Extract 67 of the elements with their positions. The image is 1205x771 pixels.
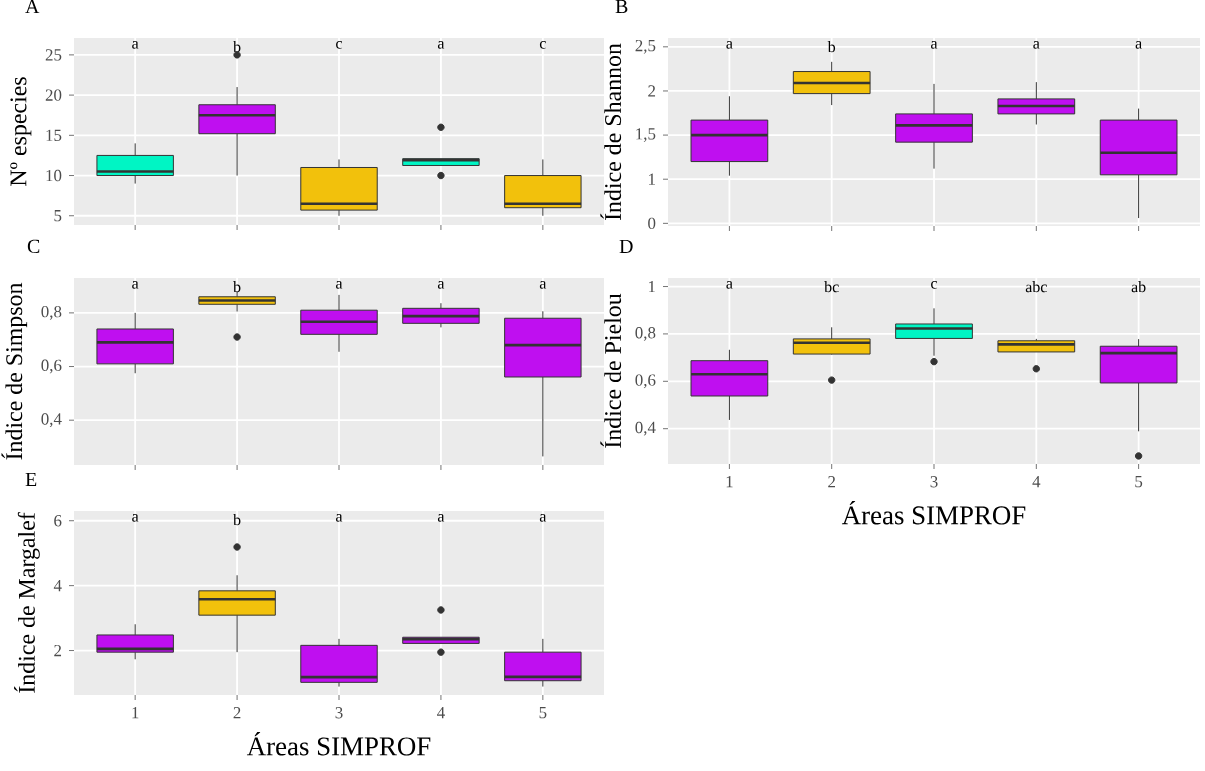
y-axis-title: Nº especies — [10, 77, 32, 186]
y-tick-label: 25 — [45, 49, 62, 61]
annotation: c — [336, 41, 343, 49]
annotation: bc — [824, 281, 839, 293]
chart-title: C — [27, 239, 40, 253]
y-tick-label: 0,4 — [41, 413, 62, 428]
x-tick-label: 1 — [132, 707, 139, 719]
annotation: a — [132, 514, 139, 522]
y-axis-title: Índice de Simpson — [1, 282, 28, 460]
annotation: a — [336, 514, 343, 522]
y-tick-label: 10 — [46, 169, 62, 182]
x-tick-label: 2 — [828, 476, 835, 488]
annotation: a — [726, 41, 733, 49]
annotation: b — [233, 514, 241, 526]
chart-title: D — [619, 239, 633, 253]
annotation: a — [1033, 41, 1040, 49]
y-axis-title: Índice de Shannon — [600, 43, 622, 221]
annotation: abc — [1025, 281, 1047, 293]
y-tick-label: 0,6 — [41, 359, 62, 374]
annotation: a — [437, 514, 445, 522]
annotation: c — [931, 281, 938, 289]
annotation: a — [437, 281, 445, 289]
y-tick-label: 0,4 — [635, 421, 656, 436]
annotation: b — [233, 41, 241, 53]
y-tick-label: 1 — [649, 173, 655, 185]
annotation: a — [726, 281, 733, 289]
x-tick-label: 5 — [539, 707, 547, 719]
annotation: b — [233, 281, 241, 293]
x-tick-label: 3 — [335, 707, 343, 719]
y-tick-label: 2 — [54, 644, 62, 657]
annotation: a — [931, 41, 938, 49]
x-tick-label: 5 — [1135, 476, 1143, 488]
y-tick-label: 1 — [649, 280, 655, 293]
x-tick-label: 4 — [1032, 476, 1041, 488]
x-axis-title: Áreas SIMPROF — [841, 501, 1026, 525]
y-tick-label: 1,5 — [636, 128, 656, 142]
x-tick-label: 2 — [233, 707, 241, 719]
y-tick-label: 0,8 — [41, 305, 62, 320]
chart-title: B — [615, 0, 628, 13]
x-tick-label: 4 — [437, 707, 445, 719]
x-axis-title: Áreas SIMPROF — [246, 732, 431, 756]
annotation: c — [539, 41, 546, 49]
y-tick-label: 0,8 — [635, 327, 656, 341]
annotation: a — [437, 41, 445, 49]
annotation: a — [539, 514, 547, 522]
y-tick-label: 0,6 — [635, 374, 656, 389]
y-tick-label: 2 — [648, 85, 656, 97]
annotation: a — [1135, 41, 1142, 49]
y-tick-label: 2,5 — [635, 39, 656, 54]
annotation: a — [132, 41, 139, 49]
annotation: ab — [1131, 281, 1146, 293]
chart-title: E — [25, 472, 37, 486]
x-tick-label: 3 — [930, 476, 938, 488]
y-tick-label: 6 — [54, 515, 62, 527]
y-tick-label: 0 — [648, 217, 656, 230]
annotation: a — [132, 281, 139, 289]
y-tick-label: 20 — [45, 89, 62, 101]
annotation: a — [336, 281, 343, 289]
annotation: a — [539, 281, 547, 289]
y-axis-title: Índice de Margalef — [14, 512, 40, 693]
annotation: b — [827, 41, 836, 53]
y-tick-label: 15 — [46, 129, 62, 141]
y-tick-label: 4 — [53, 580, 62, 592]
x-tick-label: 1 — [726, 476, 733, 488]
y-axis-title: Índice de Pielou — [600, 293, 622, 448]
chart-title: A — [25, 0, 40, 13]
y-tick-label: 5 — [54, 210, 62, 222]
